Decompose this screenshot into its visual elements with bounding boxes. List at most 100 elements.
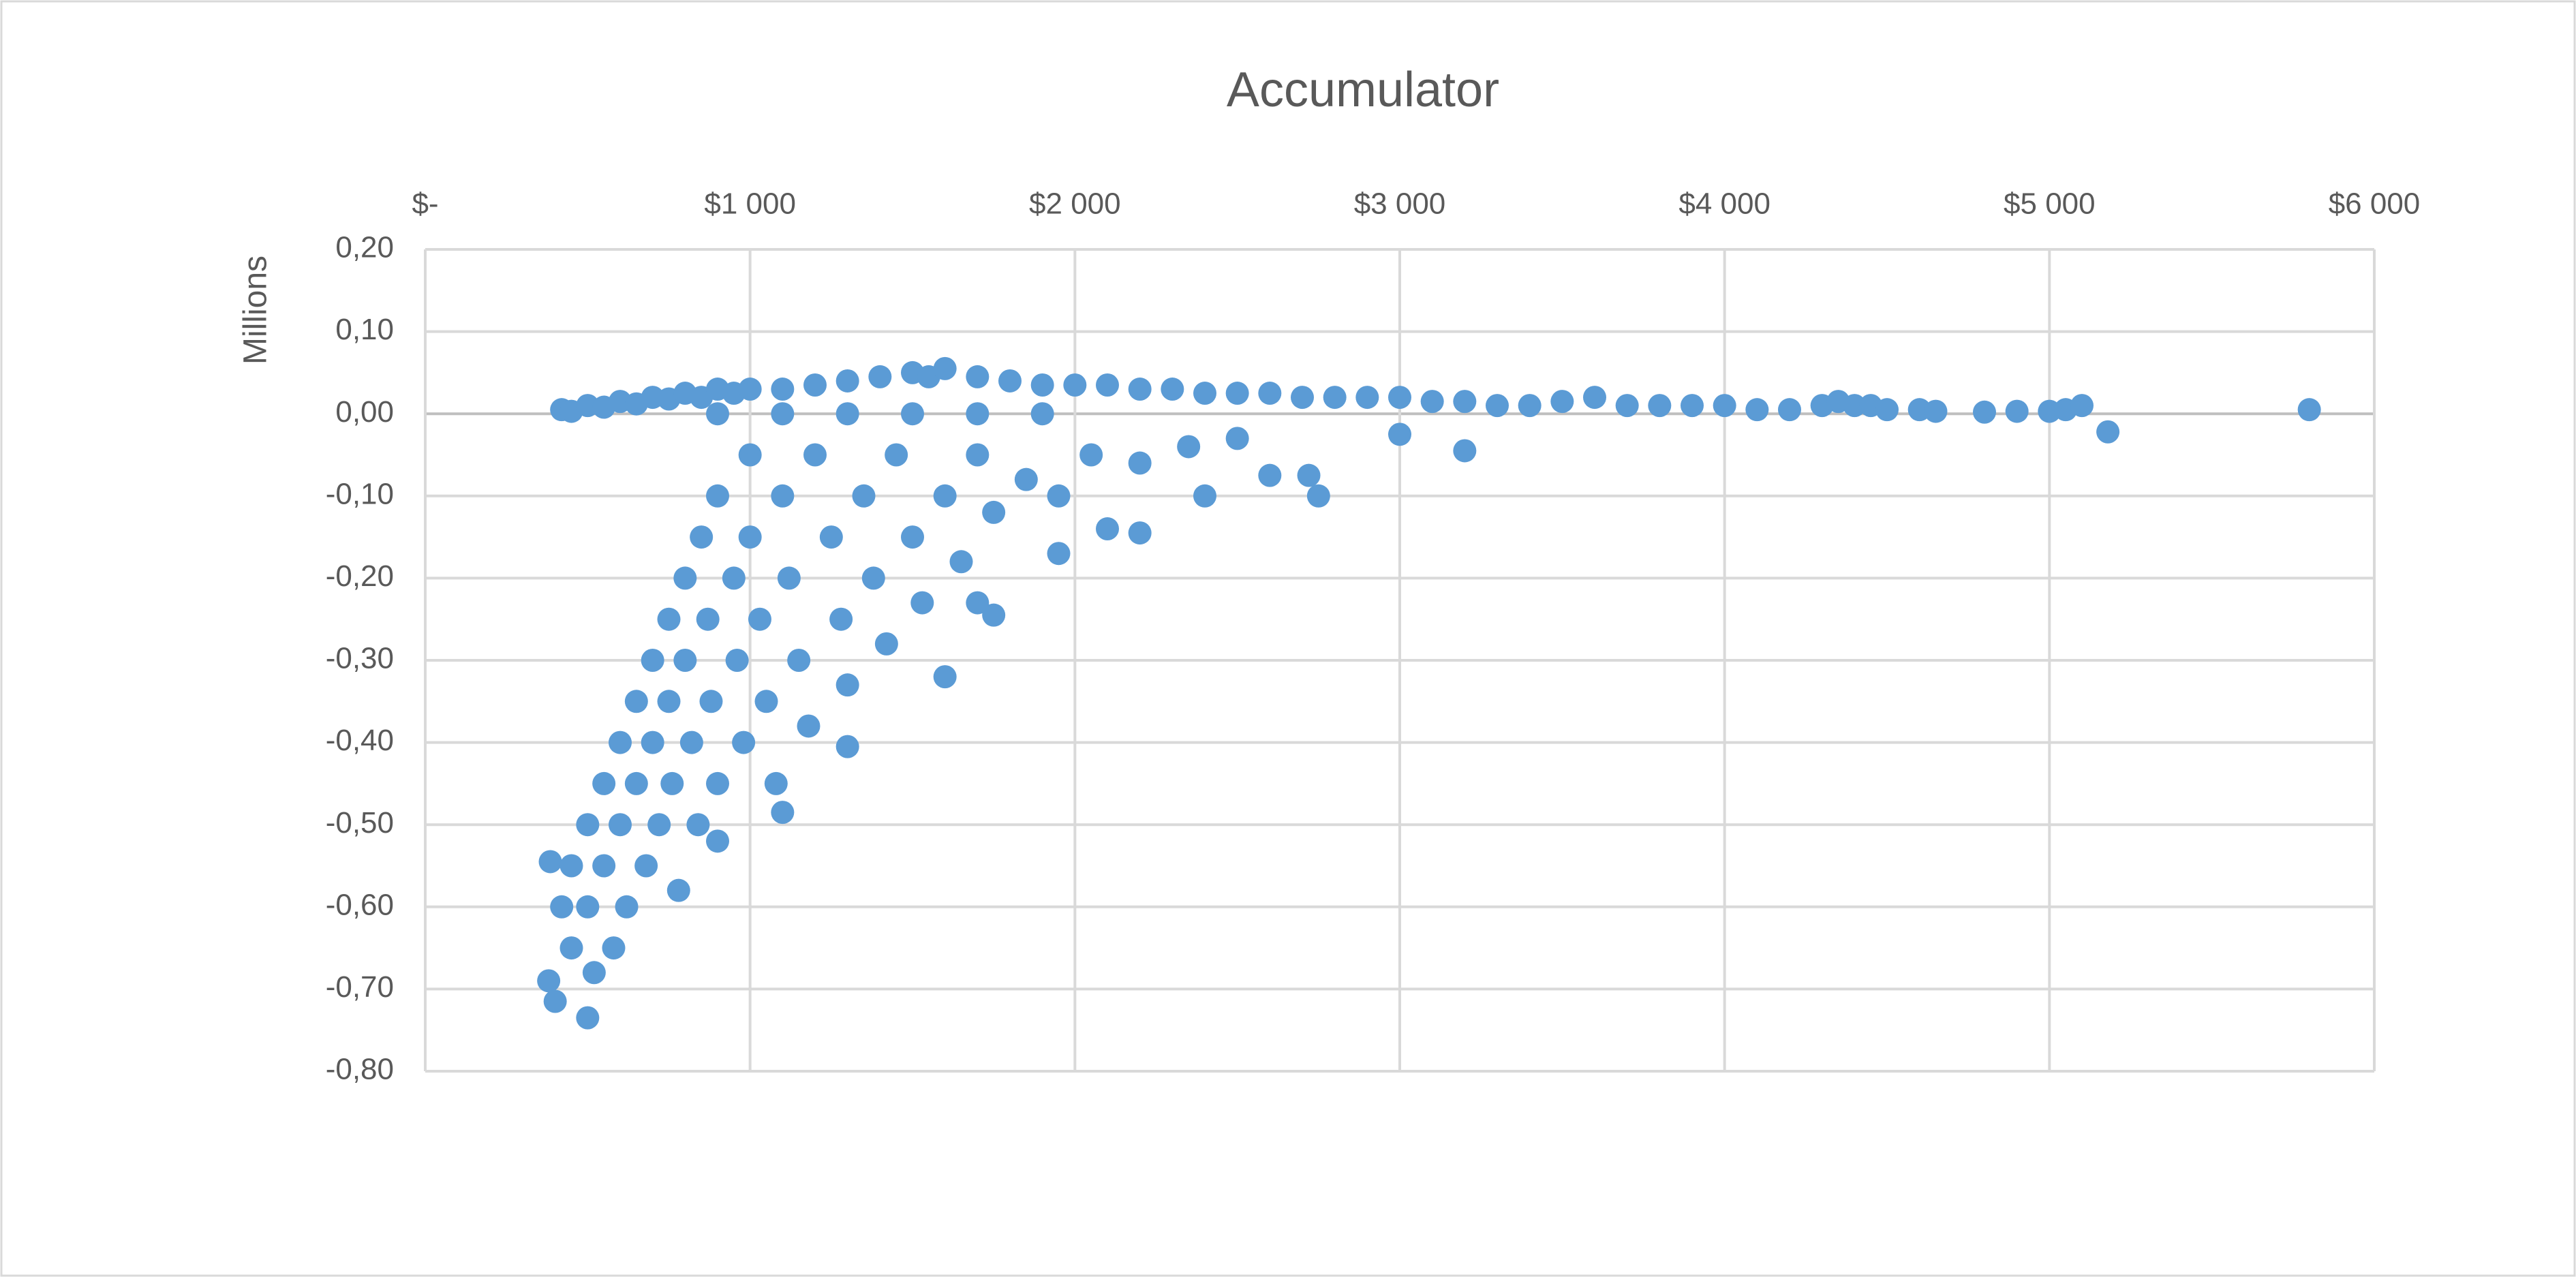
- y-tick-label: -0,70: [326, 970, 394, 1004]
- scatter-point: [1161, 378, 1184, 401]
- scatter-point: [1388, 386, 1411, 410]
- y-tick-label: -0,60: [326, 888, 394, 921]
- scatter-point: [538, 850, 562, 874]
- y-tick-label: -0,20: [326, 559, 394, 593]
- scatter-point: [576, 813, 600, 837]
- scatter-point: [1875, 398, 1899, 422]
- scatter-point: [787, 649, 811, 672]
- scatter-point: [1778, 398, 1801, 422]
- scatter-point: [559, 936, 583, 960]
- scatter-point: [706, 484, 729, 508]
- scatter-point: [966, 402, 990, 426]
- scatter-point: [819, 525, 843, 549]
- scatter-point: [641, 649, 664, 672]
- scatter-point: [835, 369, 859, 393]
- scatter-point: [982, 603, 1006, 627]
- scatter-point: [1030, 373, 1054, 397]
- x-tick-label: $6 000: [2329, 187, 2421, 221]
- scatter-point: [998, 369, 1022, 393]
- scatter-point: [2096, 420, 2120, 444]
- y-axis-title: Millions: [238, 256, 274, 365]
- y-tick-label: 0,20: [335, 231, 394, 264]
- plot-marks: [537, 356, 2321, 1030]
- scatter-point: [1615, 394, 1639, 418]
- x-tick-label: $-: [412, 187, 438, 221]
- scatter-point: [1453, 439, 1477, 463]
- scatter-point: [1128, 378, 1152, 401]
- scatter-point: [1291, 386, 1314, 410]
- scatter-point: [1713, 394, 1736, 418]
- scatter-point: [559, 854, 583, 878]
- scatter-point: [696, 607, 720, 631]
- scatter-point: [1225, 427, 1249, 450]
- scatter-point: [1681, 394, 1704, 418]
- scatter-point: [602, 936, 626, 960]
- scatter-point: [803, 443, 827, 467]
- scatter-point: [1323, 386, 1347, 410]
- scatter-point: [1047, 542, 1071, 566]
- scatter-point: [901, 525, 924, 549]
- scatter-point: [657, 607, 681, 631]
- scatter-point: [1355, 386, 1379, 410]
- scatter-point: [1518, 394, 1542, 418]
- scatter-point: [2070, 394, 2094, 418]
- scatter-point: [582, 961, 606, 985]
- scatter-point: [1030, 402, 1054, 426]
- scatter-point: [537, 969, 561, 993]
- scatter-point: [949, 550, 973, 574]
- scatter-point: [2005, 399, 2029, 423]
- scatter-point: [777, 566, 801, 590]
- scatter-point: [1924, 399, 1948, 423]
- scatter-point: [647, 813, 671, 837]
- y-tick-label: -0,40: [326, 724, 394, 757]
- scatter-point: [543, 989, 567, 1013]
- scatter-point: [1843, 394, 1867, 418]
- y-tick-label: 0,00: [335, 395, 394, 429]
- scatter-point: [1047, 484, 1071, 508]
- scatter-point: [771, 801, 795, 825]
- scatter-point: [1193, 382, 1216, 405]
- scatter-point: [1079, 443, 1103, 467]
- scatter-point: [1453, 390, 1477, 414]
- scatter-point: [982, 500, 1006, 524]
- scatter-point: [1096, 373, 1119, 397]
- scatter-point: [679, 730, 703, 754]
- y-tick-label: 0,10: [335, 313, 394, 346]
- scatter-point: [1550, 390, 1574, 414]
- scatter-point: [615, 895, 639, 919]
- scatter-point: [910, 591, 934, 615]
- scatter-point: [829, 607, 853, 631]
- scatter-point: [1128, 521, 1152, 545]
- scatter-point: [706, 771, 729, 795]
- y-tick-label: -0,10: [326, 477, 394, 510]
- scatter-point: [624, 690, 648, 713]
- scatter-point: [592, 854, 616, 878]
- scatter-point: [835, 673, 859, 697]
- scatter-point: [1297, 463, 1321, 487]
- scatter-point: [835, 735, 859, 758]
- scatter-point: [1420, 390, 1444, 414]
- scatter-point: [754, 690, 778, 713]
- scatter-point: [868, 365, 892, 388]
- scatter-point: [1745, 398, 1769, 422]
- scatter-point: [550, 895, 574, 919]
- scatter-point: [933, 484, 957, 508]
- scatter-point: [764, 771, 788, 795]
- scatter-point: [732, 730, 756, 754]
- scatter-point: [1258, 382, 1282, 405]
- scatter-point: [901, 402, 924, 426]
- scatter-point: [1258, 463, 1282, 487]
- scatter-point: [771, 402, 795, 426]
- scatter-point: [748, 607, 771, 631]
- scatter-point: [738, 378, 762, 401]
- scatter-point: [609, 813, 632, 837]
- scatter-point: [738, 443, 762, 467]
- scatter-point: [1648, 394, 1672, 418]
- scatter-point: [933, 665, 957, 689]
- scatter-point: [1225, 382, 1249, 405]
- scatter-point: [797, 714, 821, 738]
- scatter-point: [771, 484, 795, 508]
- scatter-point: [666, 878, 690, 902]
